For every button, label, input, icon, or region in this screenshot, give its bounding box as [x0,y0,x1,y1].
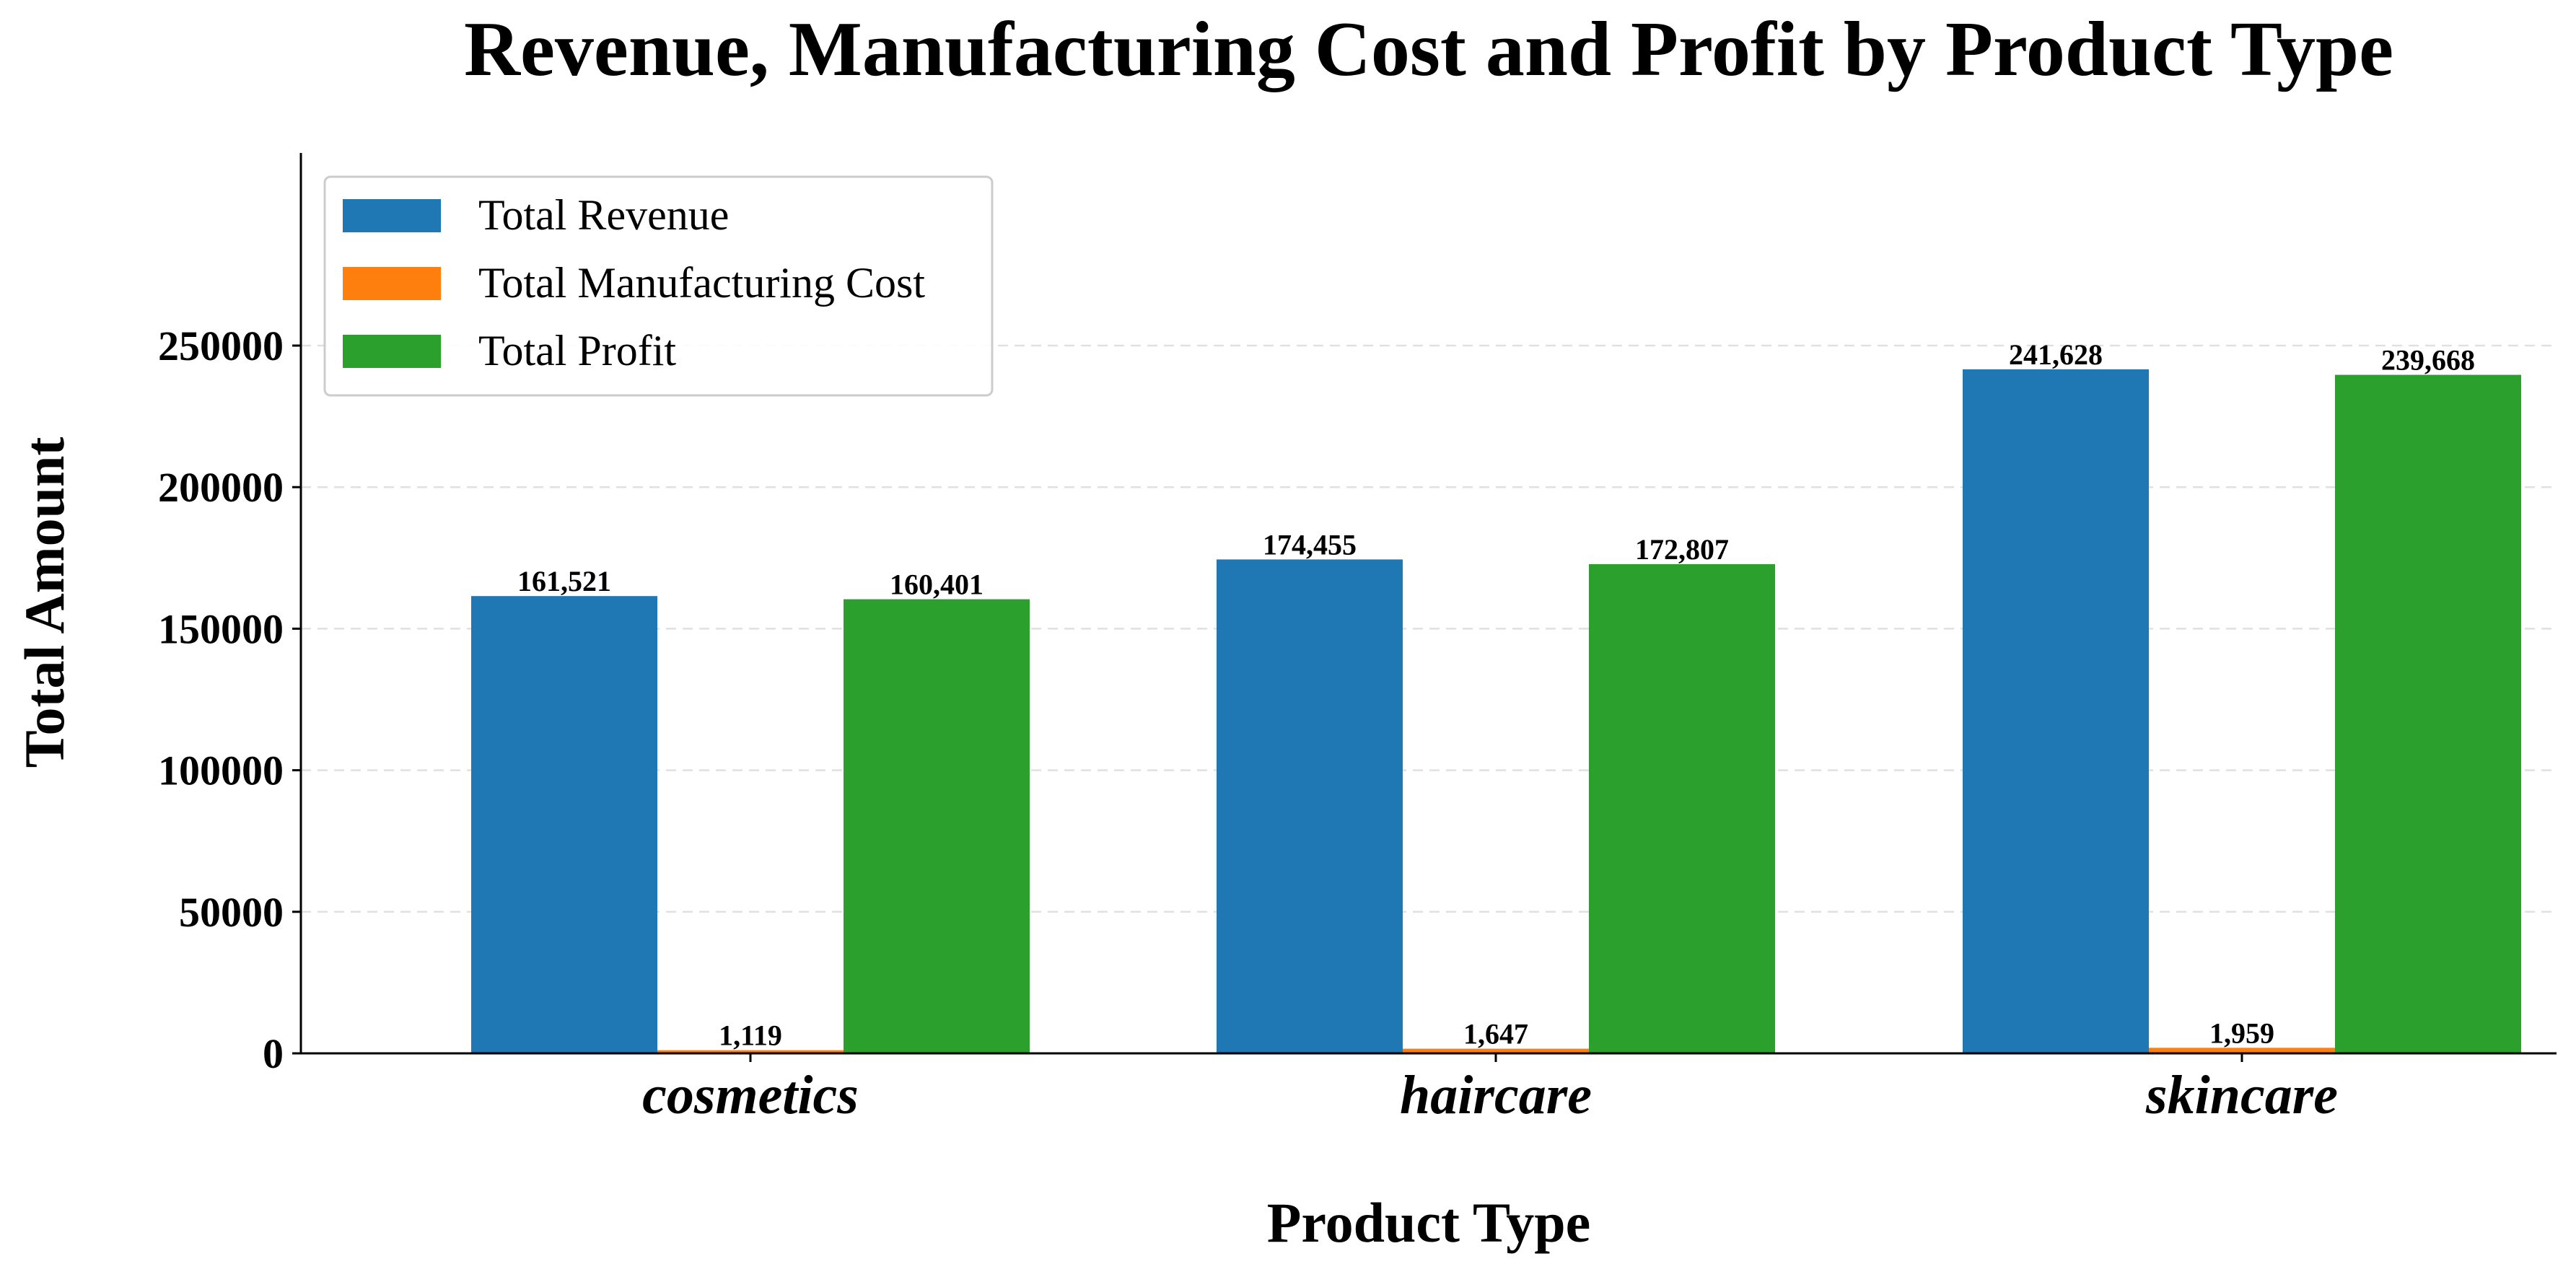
data-label: 174,455 [1263,528,1357,561]
legend-label: Total Profit [478,327,676,374]
bar-total-profit [2335,374,2521,1053]
y-tick-label: 250000 [158,322,284,369]
gridlines [301,344,2557,913]
y-tick-label: 200000 [158,464,284,511]
bar-total-revenue [1217,559,1403,1053]
x-tick-label: skincare [2145,1065,2338,1125]
legend: Total Revenue Total Manufacturing Cost Tot… [323,175,994,397]
bar-total-revenue [471,596,657,1053]
y-tick-label: 0 [263,1030,284,1077]
legend-swatch [343,199,441,232]
data-label: 1,119 [719,1019,782,1052]
x-axis-label: Product Type [1267,1191,1591,1254]
y-tick-label: 150000 [158,605,284,652]
data-label: 160,401 [890,569,983,601]
legend-label: Total Revenue [478,191,729,239]
data-label: 1,647 [1463,1018,1528,1050]
y-tick-label: 100000 [158,747,284,794]
bar-total-manufacturing-cost [2149,1048,2335,1053]
y-tick-label: 50000 [179,889,284,936]
bar-total-revenue [1963,369,2149,1054]
bar-total-profit [1589,563,1775,1053]
legend-box [323,175,994,397]
data-label: 1,959 [2209,1017,2274,1049]
tick-labels: 0 50000 100000 150000 200000 250000 cosmetics h… [158,322,2338,1125]
bars [471,369,2521,1054]
chart-title: Revenue, Manufacturing Cost and Profit b… [464,6,2393,92]
axes [299,153,2557,1055]
data-label: 241,628 [2009,338,2103,371]
x-tick-label: haircare [1400,1065,1592,1125]
legend-label: Total Manufacturing Cost [478,259,925,307]
legend-swatch [343,335,441,368]
data-label: 172,807 [1635,533,1729,566]
data-label: 161,521 [517,565,611,597]
legend-swatch [343,267,441,300]
x-tick-label: cosmetics [642,1065,859,1125]
bar-total-profit [844,599,1030,1053]
bar-total-manufacturing-cost [657,1050,844,1053]
data-label: 239,668 [2381,344,2475,377]
y-axis-label: Total Amount [13,437,76,768]
bar-total-manufacturing-cost [1403,1048,1589,1053]
data-labels: 161,521 174,455 241,628 1,119 1,647 1,959 160,… [517,338,2475,1052]
